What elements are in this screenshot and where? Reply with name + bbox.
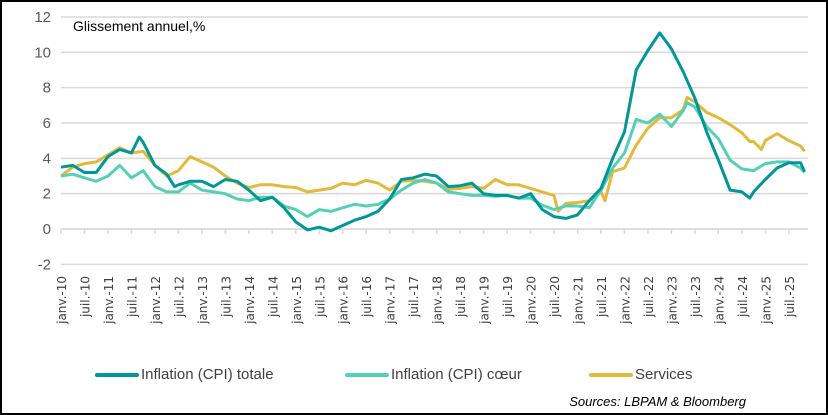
x-tick-label: juil.-20: [548, 276, 562, 318]
x-tick-label: janv.-22: [618, 276, 632, 325]
x-tick-label: juil.-24: [736, 276, 750, 318]
y-tick-label: 10: [34, 44, 51, 61]
x-tick-label: janv.-18: [431, 276, 445, 325]
x-tick-label: janv.-17: [384, 276, 398, 325]
x-tick-label: janv.-25: [759, 276, 773, 325]
y-tick-label: 12: [34, 9, 51, 26]
y-axis-ticks: -2 0 2 4 6 8 10 12: [34, 9, 51, 273]
x-axis: janv.-10 juil.-10 janv.-11 juil.-11 janv.-12…: [55, 228, 808, 325]
series-line-services: [60, 95, 806, 213]
legend-swatch-totale: [95, 372, 139, 377]
y-tick-label: 2: [43, 186, 51, 203]
y-tick-label: 0: [43, 221, 51, 238]
x-tick-label: janv.-24: [712, 276, 726, 325]
legend-item-services: Services: [589, 366, 693, 383]
x-tick-label: juil.-22: [642, 276, 656, 318]
legend-label-coeur: Inflation (CPI) cœur: [391, 366, 522, 383]
x-tick-label: janv.-13: [196, 276, 210, 325]
x-tick-label: juil.-18: [454, 276, 468, 318]
legend-swatch-services: [589, 372, 633, 377]
x-tick-label: juil.-19: [501, 276, 515, 318]
x-tick-label: janv.-11: [102, 276, 116, 325]
chart-title: Glissement annuel,%: [73, 18, 205, 34]
x-tick-label: juil.-16: [360, 276, 374, 318]
series-line-totale: [60, 31, 806, 233]
y-tick-label: -2: [38, 256, 51, 273]
y-tick-label: 6: [43, 115, 51, 132]
x-tick-label: janv.-16: [337, 276, 351, 325]
x-tick-label: juil.-17: [407, 276, 421, 318]
x-tick-label: janv.-23: [665, 276, 679, 325]
x-tick-label: janv.-10: [55, 276, 69, 325]
x-tick-label: juil.-14: [266, 276, 280, 318]
x-tick-label: juil.-25: [783, 276, 797, 318]
x-tick-label: juil.-21: [595, 276, 609, 318]
x-tick-label: janv.-21: [572, 276, 586, 325]
x-tick-label: juil.-15: [313, 276, 327, 318]
x-tick-label: janv.-12: [149, 276, 163, 325]
legend-label-totale: Inflation (CPI) totale: [141, 366, 274, 383]
x-tick-label: juil.-13: [219, 276, 233, 318]
legend-item-totale: Inflation (CPI) totale: [95, 366, 274, 383]
series-lines: [60, 31, 806, 233]
legend-label-services: Services: [635, 366, 693, 383]
x-tick-label: juil.-10: [78, 276, 92, 318]
x-tick-label: janv.-19: [478, 276, 492, 325]
series-line-coeur: [60, 101, 806, 219]
legend-item-coeur: Inflation (CPI) cœur: [345, 366, 522, 383]
x-tick-label: juil.-11: [125, 276, 139, 318]
source-note: Sources: LBPAM & Bloomberg: [569, 394, 746, 409]
x-tick-label: janv.-15: [290, 276, 304, 325]
x-tick-label: juil.-12: [172, 276, 186, 318]
legend-swatch-coeur: [345, 372, 389, 377]
x-tick-label: janv.-20: [525, 276, 539, 325]
x-tick-label: juil.-23: [689, 276, 703, 318]
gridlines: [61, 16, 808, 266]
x-tick-label: janv.-14: [243, 276, 257, 325]
y-tick-label: 4: [43, 150, 51, 167]
y-tick-label: 8: [43, 80, 51, 97]
